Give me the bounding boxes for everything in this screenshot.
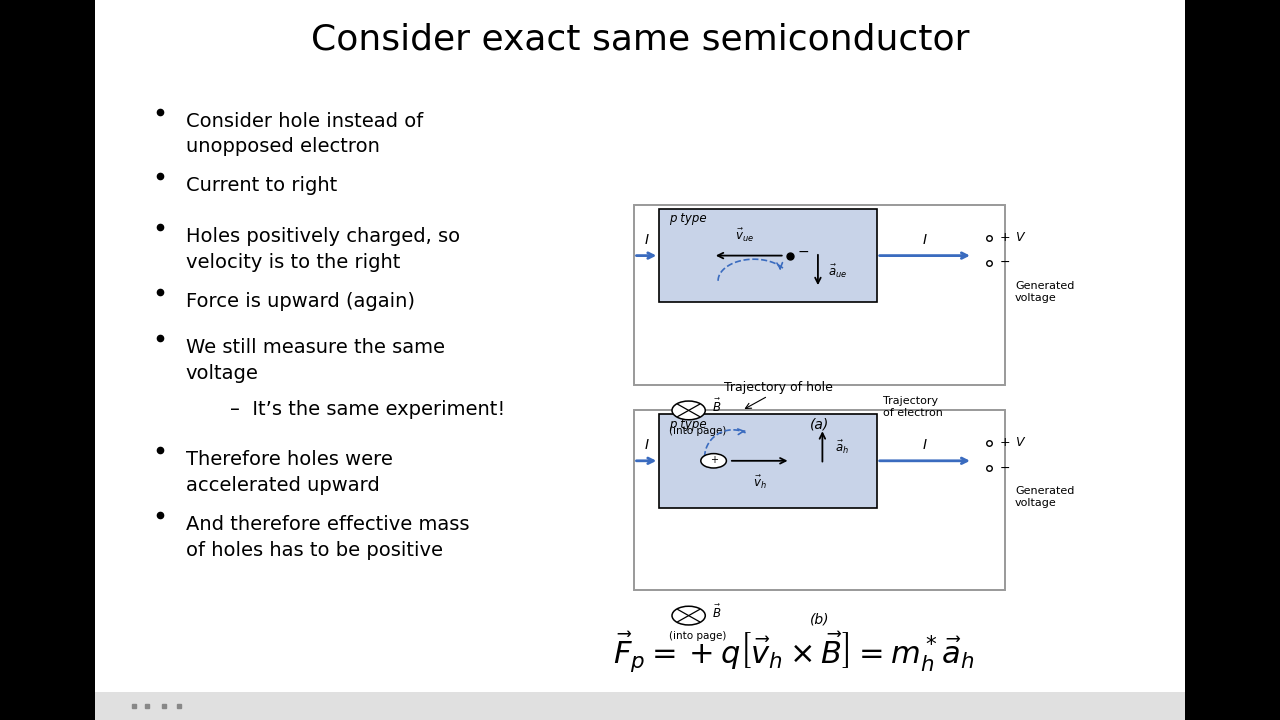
- Text: V: V: [1015, 436, 1024, 449]
- Text: $\vec{F}_p = +q\left[\vec{v}_h \times \vec{B}\right] = m_h^*\vec{a}_h$: $\vec{F}_p = +q\left[\vec{v}_h \times \v…: [613, 629, 974, 674]
- Bar: [659, 209, 877, 302]
- Text: Consider exact same semiconductor: Consider exact same semiconductor: [311, 22, 969, 57]
- Text: Generated
voltage: Generated voltage: [1015, 486, 1074, 508]
- Circle shape: [672, 401, 705, 420]
- Text: −: −: [1000, 462, 1010, 474]
- Text: I: I: [923, 438, 927, 452]
- Text: –  It’s the same experiment!: – It’s the same experiment!: [230, 400, 506, 418]
- Circle shape: [672, 606, 705, 625]
- Text: Therefore holes were
accelerated upward: Therefore holes were accelerated upward: [186, 450, 393, 495]
- Text: +: +: [1000, 231, 1010, 244]
- Bar: [634, 205, 1005, 385]
- Circle shape: [701, 454, 727, 468]
- Text: (into page): (into page): [669, 631, 727, 642]
- Bar: [634, 410, 1005, 590]
- Text: (b): (b): [809, 612, 829, 626]
- Text: $\vec{a}_{ue}$: $\vec{a}_{ue}$: [828, 263, 847, 280]
- Bar: [95, 0, 1185, 720]
- Bar: [0, 0, 95, 720]
- Bar: [95, 692, 1185, 720]
- Text: We still measure the same
voltage: We still measure the same voltage: [186, 338, 444, 383]
- Text: I: I: [923, 233, 927, 247]
- Text: $\vec{B}$: $\vec{B}$: [712, 398, 721, 415]
- Text: −: −: [1000, 256, 1010, 269]
- Text: Trajectory
of electron: Trajectory of electron: [883, 396, 943, 418]
- Text: I: I: [644, 438, 649, 452]
- Text: +: +: [1000, 436, 1010, 449]
- Text: And therefore effective mass
of holes has to be positive: And therefore effective mass of holes ha…: [186, 515, 468, 559]
- Bar: [659, 414, 877, 508]
- Text: p type: p type: [669, 212, 707, 225]
- Bar: [1185, 0, 1280, 720]
- Text: p type: p type: [669, 418, 707, 431]
- Text: Force is upward (again): Force is upward (again): [186, 292, 415, 310]
- Text: Trajectory of hole: Trajectory of hole: [724, 381, 833, 394]
- Text: I: I: [644, 233, 649, 247]
- Text: +: +: [709, 455, 718, 465]
- Text: V: V: [1015, 231, 1024, 244]
- Text: Generated
voltage: Generated voltage: [1015, 281, 1074, 303]
- Text: −: −: [797, 245, 809, 259]
- Text: Current to right: Current to right: [186, 176, 337, 195]
- Text: $\vec{a}_{h}$: $\vec{a}_{h}$: [835, 439, 849, 456]
- Text: (a): (a): [809, 418, 829, 432]
- Text: Consider hole instead of
unopposed electron: Consider hole instead of unopposed elect…: [186, 112, 422, 156]
- Text: Holes positively charged, so
velocity is to the right: Holes positively charged, so velocity is…: [186, 227, 460, 271]
- Text: (into page): (into page): [669, 426, 727, 436]
- Text: $\vec{v}_{ue}$: $\vec{v}_{ue}$: [736, 227, 754, 244]
- Text: $\vec{v}_{h}$: $\vec{v}_{h}$: [753, 474, 767, 491]
- Text: $\vec{B}$: $\vec{B}$: [712, 603, 721, 621]
